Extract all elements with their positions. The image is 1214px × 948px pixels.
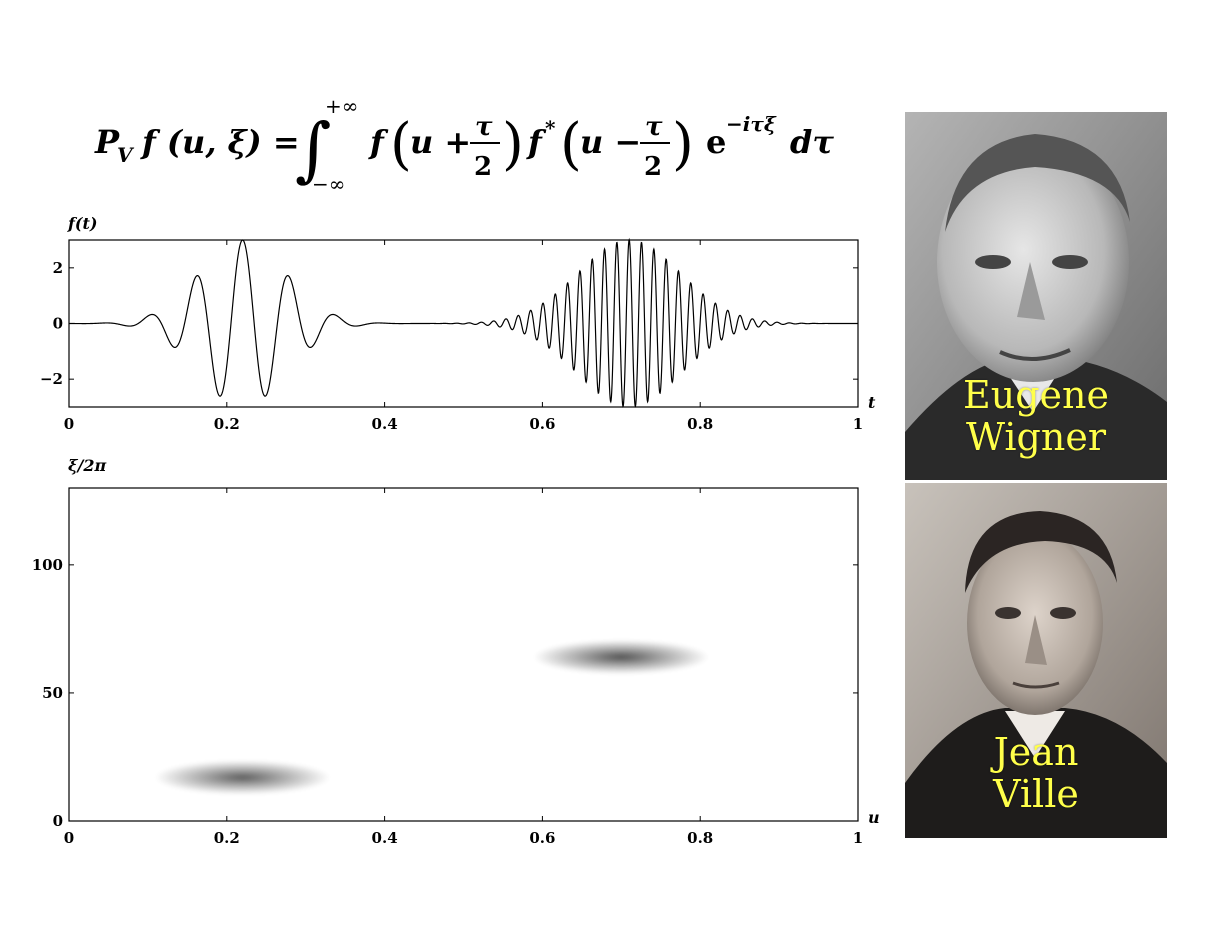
signal-plot: f(t) t 0 0.2 0.4 0.6 0.8 1 −2 0 2 — [40, 214, 876, 433]
portrait-eugene-wigner: Eugene Wigner — [905, 112, 1167, 480]
interference-term — [313, 645, 550, 790]
formula-tau-2: τ — [645, 112, 663, 142]
formula-fstar: f — [526, 123, 547, 161]
interference-stripe — [313, 645, 529, 703]
caption-ville-line1: Jean — [993, 730, 1079, 774]
wv-ytick-label: 0 — [53, 812, 63, 830]
signal-axes-frame — [68, 239, 859, 408]
wigner-ville-formula: P V f (u, ξ) = ∫ +∞ −∞ f ( u + τ 2 ) f *… — [94, 95, 834, 195]
interference-stripe — [327, 701, 543, 759]
interference-stripe — [321, 676, 537, 734]
formula-star: * — [545, 116, 556, 140]
paren-open-1: ( — [390, 112, 412, 177]
interference-stripe — [330, 713, 546, 771]
formula-dtau: dτ — [790, 123, 834, 161]
formula-two-2: 2 — [644, 152, 662, 182]
formula-two-1: 2 — [474, 152, 492, 182]
formula-exp-base: e — [706, 123, 726, 161]
signal-xtick-label: 0.8 — [687, 415, 713, 433]
energy-blob — [154, 760, 331, 795]
interference-stripe — [320, 670, 535, 728]
interference-stripe — [326, 695, 541, 752]
interference-stripes — [313, 645, 550, 790]
wv-ytick-label: 50 — [42, 684, 63, 702]
formula-f: f — [368, 123, 389, 161]
formula-lhs-args: f (u, ξ) = — [140, 123, 300, 161]
wv-ytick-label: 100 — [32, 556, 63, 574]
caption-eugene-wigner: Eugene Wigner — [905, 374, 1167, 458]
signal-xtick-label: 0.6 — [529, 415, 555, 433]
paren-close-1: ) — [502, 112, 524, 177]
signal-xtick-label: 0 — [64, 415, 74, 433]
signal-xtick-label: 0.4 — [372, 415, 398, 433]
formula-subscript-V: V — [117, 143, 135, 167]
signal-ylabel: f(t) — [67, 214, 97, 233]
wv-xtick-label: 0.6 — [529, 829, 555, 847]
caption-wigner-line1: Eugene — [963, 373, 1109, 417]
interference-stripe — [332, 719, 547, 777]
signal-xlabel: t — [868, 393, 876, 412]
wv-axes-frame — [68, 487, 859, 822]
signal-ytick-label: −2 — [40, 370, 63, 388]
formula-lower-limit: −∞ — [312, 172, 345, 195]
wigner-ville-plot: ξ/2π u 0 0.2 0.4 0.6 0.8 1 0 50 100 — [32, 456, 880, 847]
formula-upper-limit: +∞ — [325, 95, 358, 118]
caption-jean-ville: Jean Ville — [905, 731, 1167, 815]
integral-sign: ∫ — [295, 108, 331, 190]
interference-stripe — [318, 663, 533, 721]
wv-xtick-label: 1 — [853, 829, 863, 847]
wv-ylabel: ξ/2π — [68, 456, 106, 475]
signal-line — [69, 237, 858, 408]
formula-arg1: u + — [410, 123, 471, 161]
interference-stripe — [329, 707, 544, 765]
interference-stripe — [317, 657, 532, 715]
caption-wigner-line2: Wigner — [966, 415, 1106, 459]
ville-photo — [905, 483, 1167, 838]
wv-xtick-label: 0.2 — [214, 829, 240, 847]
portrait-jean-ville: Jean Ville — [905, 483, 1167, 838]
formula-exp-power: −iτξ — [726, 112, 777, 136]
paren-open-2: ( — [560, 112, 582, 177]
signal-ytick-label: 2 — [53, 259, 63, 277]
interference-stripe — [324, 688, 540, 746]
wv-xtick-label: 0 — [64, 829, 74, 847]
wv-xtick-label: 0.4 — [372, 829, 398, 847]
interference-stripe — [334, 726, 549, 783]
interference-stripe — [315, 651, 530, 709]
caption-ville-line2: Ville — [993, 772, 1079, 816]
paren-close-2: ) — [672, 112, 694, 177]
wv-xtick-label: 0.8 — [687, 829, 713, 847]
formula-arg2: u − — [580, 123, 641, 161]
energy-blob — [533, 640, 710, 675]
interference-stripe — [335, 732, 550, 790]
signal-xtick-label: 0.2 — [214, 415, 240, 433]
wigner-photo — [905, 112, 1167, 480]
interference-stripe — [323, 682, 538, 740]
formula-P: P — [94, 123, 120, 161]
wv-xlabel: u — [868, 808, 880, 827]
signal-xtick-label: 1 — [853, 415, 863, 433]
signal-ytick-label: 0 — [53, 315, 63, 333]
formula-tau-1: τ — [475, 112, 493, 142]
